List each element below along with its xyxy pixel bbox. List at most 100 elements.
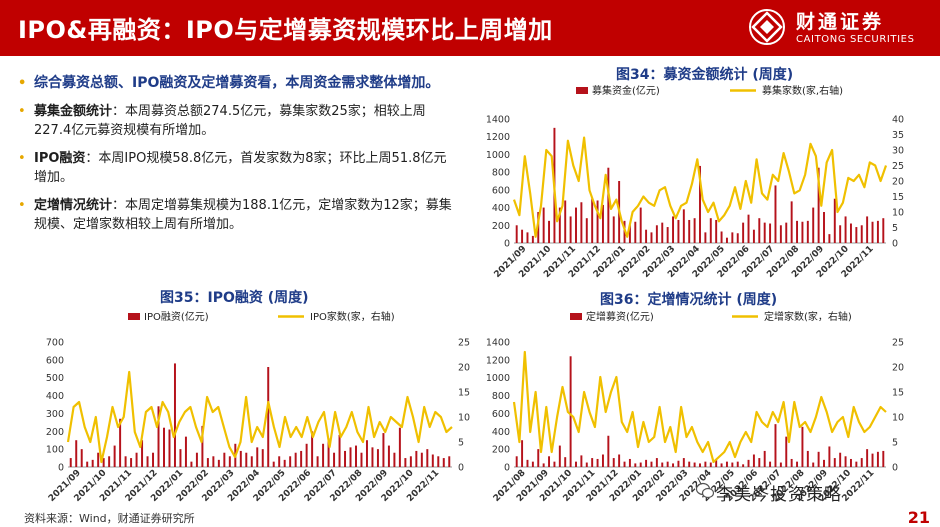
bar-mark bbox=[526, 459, 529, 467]
bar-mark bbox=[548, 456, 551, 467]
bar-mark bbox=[774, 424, 777, 467]
y-tick-label: 200 bbox=[492, 445, 510, 456]
bar-mark bbox=[758, 458, 761, 467]
legend-label: 定增募资(亿元) bbox=[586, 310, 654, 323]
bar-mark bbox=[442, 458, 445, 467]
y2-tick-label: 10 bbox=[892, 208, 904, 219]
legend-label: IPO融资(亿元) bbox=[144, 310, 209, 323]
bar-mark bbox=[580, 202, 583, 243]
bar-mark bbox=[801, 426, 804, 467]
bar-mark bbox=[206, 458, 209, 467]
bar-mark bbox=[715, 219, 718, 243]
bar-mark bbox=[817, 451, 820, 467]
bullet-text: ：本周募资总额274.5亿元，募集家数25家；相较上周227.4亿元募资规模有所… bbox=[34, 104, 426, 138]
bar-mark bbox=[747, 459, 750, 467]
bar-mark bbox=[817, 167, 820, 243]
y2-tick-label: 35 bbox=[892, 130, 904, 141]
bar-mark bbox=[796, 220, 799, 243]
bar-mark bbox=[113, 445, 116, 467]
bar-mark bbox=[693, 462, 696, 467]
bar-mark bbox=[387, 445, 390, 467]
bar-mark bbox=[212, 456, 215, 467]
y-tick-label: 0 bbox=[504, 239, 510, 250]
bar-mark bbox=[569, 216, 572, 243]
bar-mark bbox=[677, 460, 680, 467]
bar-mark bbox=[393, 452, 396, 467]
series-line bbox=[66, 370, 453, 464]
bar-mark bbox=[591, 198, 594, 243]
bar-mark bbox=[742, 464, 745, 467]
legend-label: 募集资金(亿元) bbox=[592, 84, 660, 97]
bar-mark bbox=[844, 456, 847, 467]
y2-tick-label: 30 bbox=[892, 146, 904, 157]
y2-tick-label: 25 bbox=[458, 338, 470, 349]
bar-mark bbox=[628, 458, 631, 467]
bar-mark bbox=[666, 227, 669, 243]
bar-mark bbox=[195, 452, 198, 467]
legend-label: IPO家数(家，右轴) bbox=[310, 310, 395, 323]
bar-mark bbox=[601, 204, 604, 243]
y-tick-label: 1200 bbox=[486, 355, 510, 366]
bar-mark bbox=[168, 429, 171, 467]
page-number: 21 bbox=[907, 508, 930, 527]
bar-mark bbox=[736, 461, 739, 467]
bar-mark bbox=[855, 461, 858, 467]
bar-mark bbox=[521, 440, 524, 467]
bar-mark bbox=[272, 461, 275, 467]
bar-mark bbox=[548, 220, 551, 243]
bullet-lead: • 综合募资总额、IPO融资及定增募资看，本周资金需求整体增加。 bbox=[16, 74, 456, 93]
bar-mark bbox=[217, 459, 220, 467]
legend-label: 定增家数(家，右轴) bbox=[764, 310, 852, 323]
legend-swatch-bar bbox=[128, 313, 140, 320]
bar-mark bbox=[785, 222, 788, 243]
bar-mark bbox=[190, 461, 193, 467]
y2-tick-label: 20 bbox=[892, 363, 904, 374]
fig34-title: 图34：募资金额统计 (周度) bbox=[616, 67, 794, 83]
bar-mark bbox=[322, 443, 325, 467]
bar-mark bbox=[607, 167, 610, 243]
bullet-term: 定增情况统计 bbox=[34, 198, 113, 213]
y-tick-label: 0 bbox=[58, 463, 64, 474]
bullet-text: ：本周定增募集规模为188.1亿元，定增家数为12家；募集规模、定增家数相较上周… bbox=[34, 198, 452, 232]
bar-mark bbox=[828, 234, 831, 243]
bullet-term: 募集金额统计 bbox=[34, 104, 113, 119]
bar-mark bbox=[839, 452, 842, 467]
bar-mark bbox=[655, 225, 658, 243]
bar-mark bbox=[305, 443, 308, 467]
bullet-lead-text: 综合募资总额、IPO融资及定增募资看，本周资金需求整体增加。 bbox=[34, 75, 440, 91]
logo-english-name: CAITONG SECURITIES bbox=[796, 34, 915, 45]
bar-mark bbox=[585, 218, 588, 243]
y-tick-label: 1400 bbox=[486, 115, 510, 126]
bar-mark bbox=[833, 458, 836, 467]
y2-tick-label: 5 bbox=[892, 223, 898, 234]
source-note: 资料来源：Wind，财通证券研究所 bbox=[24, 512, 195, 525]
bar-mark bbox=[677, 219, 680, 243]
bar-mark bbox=[688, 461, 691, 467]
bar-mark bbox=[790, 458, 793, 467]
y2-tick-label: 10 bbox=[458, 413, 470, 424]
bar-mark bbox=[542, 463, 545, 467]
y-tick-label: 200 bbox=[46, 427, 64, 438]
bar-mark bbox=[146, 456, 149, 467]
bar-mark bbox=[688, 219, 691, 243]
bar-mark bbox=[709, 462, 712, 467]
bar-mark bbox=[515, 225, 518, 243]
series-line bbox=[512, 136, 888, 238]
bar-mark bbox=[316, 456, 319, 467]
y-tick-label: 700 bbox=[46, 338, 64, 349]
caitong-logo-icon bbox=[749, 9, 785, 45]
bullet-term: IPO融资 bbox=[34, 151, 86, 166]
y2-tick-label: 5 bbox=[458, 438, 464, 449]
y2-tick-label: 0 bbox=[892, 239, 898, 250]
y2-tick-label: 15 bbox=[458, 388, 470, 399]
bar-mark bbox=[790, 201, 793, 243]
bar-mark bbox=[157, 406, 160, 467]
bar-mark bbox=[437, 456, 440, 467]
y-tick-label: 100 bbox=[46, 445, 64, 456]
bar-mark bbox=[398, 427, 401, 467]
bar-mark bbox=[537, 449, 540, 467]
y2-tick-label: 0 bbox=[458, 463, 464, 474]
y-tick-label: 600 bbox=[46, 355, 64, 366]
bar-mark bbox=[882, 450, 885, 467]
bar-mark bbox=[655, 458, 658, 467]
